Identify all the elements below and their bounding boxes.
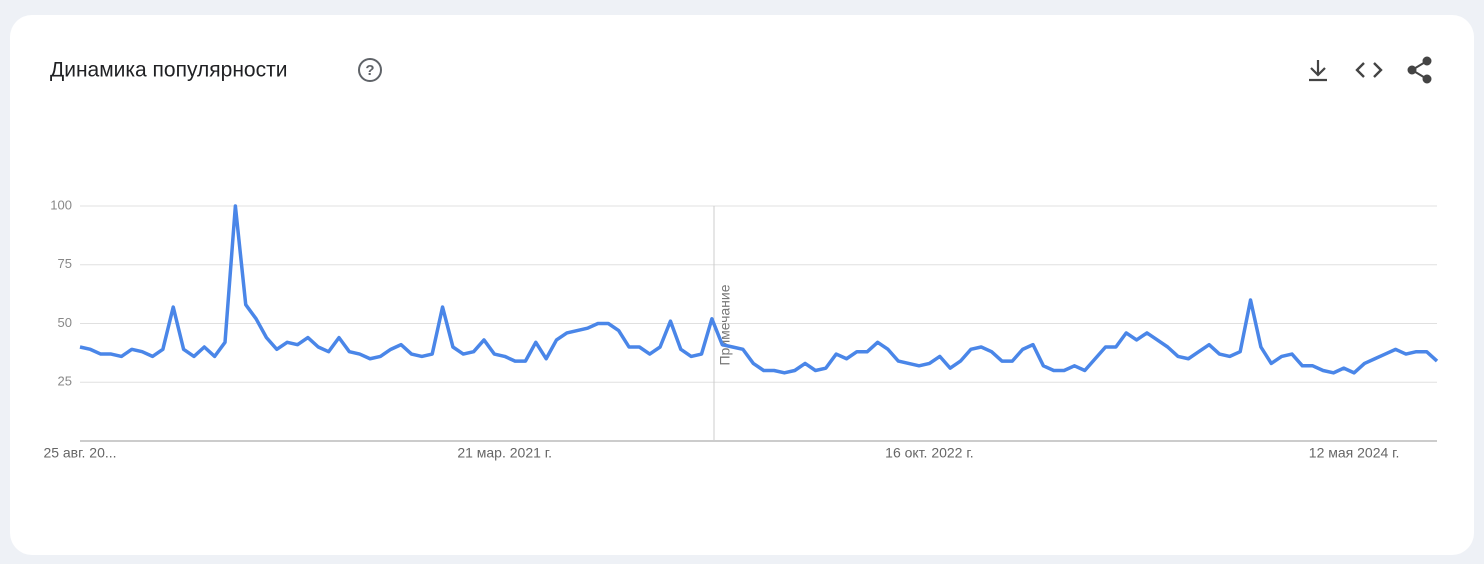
x-tick-label: 12 мая 2024 г. — [1309, 445, 1400, 461]
embed-icon[interactable] — [1355, 62, 1383, 78]
y-tick-label: 75 — [58, 256, 72, 271]
annotation-label: Примечание — [717, 284, 733, 365]
card — [10, 15, 1474, 555]
help-icon[interactable]: ? — [358, 58, 382, 82]
y-tick-label: 25 — [58, 374, 72, 389]
y-tick-label: 50 — [58, 315, 72, 330]
share-icon[interactable] — [1407, 56, 1432, 84]
x-tick-label: 21 мар. 2021 г. — [457, 445, 552, 461]
x-tick-label: 16 окт. 2022 г. — [885, 445, 974, 461]
y-tick-label: 100 — [50, 197, 72, 212]
svg-text:?: ? — [365, 62, 374, 79]
trend-line — [79, 204, 1439, 375]
chart-title: Динамика популярности — [50, 59, 287, 82]
x-tick-label: 25 авг. 20... — [43, 445, 116, 461]
download-icon[interactable] — [1309, 60, 1327, 82]
